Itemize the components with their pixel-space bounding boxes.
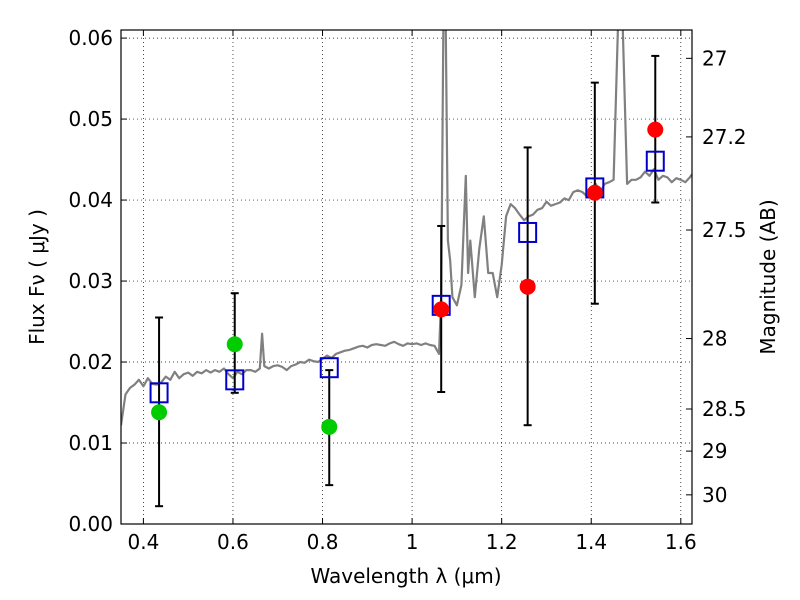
y-tick-label: 0.05 (68, 107, 113, 131)
x-tick-label: 1.2 (486, 530, 518, 554)
y-tick-label: 0.06 (68, 26, 113, 50)
axis-ticks: 0.4 0.6 0.8 1 1.2 1.4 1.6 0.00 0.01 0.02 0.03 0.04 0… (68, 26, 746, 554)
observed-circle-point (433, 301, 450, 318)
model-square-point (518, 221, 538, 243)
x-tick-label: 0.4 (127, 530, 159, 554)
observed-circle-point (321, 418, 338, 435)
y-tick-label: 0.01 (68, 431, 113, 455)
model-square-point (645, 150, 665, 172)
observed-circle-point (151, 404, 168, 421)
y-axis-label: Flux Fν ( μJy ) (25, 209, 49, 345)
observed-circle-point (519, 278, 536, 295)
y2-tick-label: 28.5 (702, 397, 747, 421)
y2-tick-label: 30 (702, 483, 727, 507)
observed-circle-point (226, 336, 243, 353)
y2-tick-label: 27 (702, 46, 727, 70)
x-tick-label: 1 (406, 530, 419, 554)
y-tick-label: 0.04 (68, 188, 113, 212)
y2-tick-label: 27.5 (702, 218, 747, 242)
y2-tick-label: 27.2 (702, 125, 747, 149)
x-axis-label: Wavelength λ (μm) (310, 564, 501, 588)
plot-area (121, 30, 692, 508)
observed-circle-point (647, 121, 664, 138)
x-tick-label: 0.6 (217, 530, 249, 554)
y-tick-label: 0.02 (68, 350, 113, 374)
model-square-point (149, 382, 169, 404)
model-square-point (319, 357, 339, 379)
y-tick-label: 0.00 (68, 512, 113, 536)
y2-tick-label: 28 (702, 327, 727, 351)
y2-tick-label: 29 (702, 439, 727, 463)
plot-frame (120, 29, 693, 525)
x-tick-label: 1.4 (575, 530, 607, 554)
observed-circle-point (586, 184, 603, 201)
model-square-point (225, 369, 245, 391)
x-tick-label: 1.6 (665, 530, 697, 554)
y-tick-label: 0.03 (68, 269, 113, 293)
x-tick-label: 0.8 (307, 530, 339, 554)
y2-axis-label: Magnitude (AB) (756, 199, 780, 354)
